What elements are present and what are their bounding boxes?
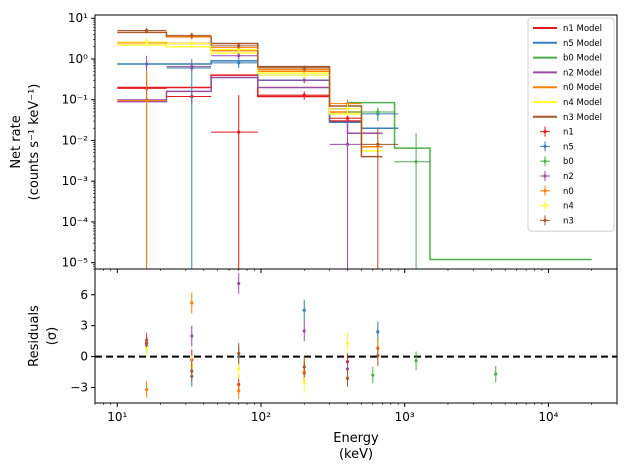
legend-label-n4: n4 <box>563 202 574 212</box>
x-tick-label-3: 10⁴ <box>538 410 558 424</box>
residuals-label-line-2: (σ) <box>45 327 60 345</box>
residuals-panel: −3 0 3 6 10¹ 10² 10³ 10⁴ <box>70 268 618 424</box>
residual-point-n3-1 <box>190 360 194 382</box>
residual-point-n0-0 <box>144 381 149 398</box>
residual-point-n3-3 <box>302 356 306 378</box>
x-tick-label-1: 10² <box>251 410 271 424</box>
y-tick-label-6: 10¹ <box>68 11 88 25</box>
y-tick-label-2: 10⁻³ <box>62 174 89 188</box>
legend-marker-dot-b0 <box>543 159 547 163</box>
data-point-n1-2 <box>211 95 258 269</box>
data-point-n2-2 <box>211 53 258 59</box>
data-point-b0-1 <box>394 133 431 269</box>
model-line-n0-model <box>117 42 383 148</box>
data-point-b0-0 <box>347 107 395 119</box>
legend-label-n4-model: n4 Model <box>563 98 602 108</box>
spectrum-plot-area <box>117 27 592 269</box>
x-axis-label-line-2: (keV) <box>339 447 373 462</box>
y-tick-label-4: 10⁻¹ <box>62 93 89 107</box>
residual-point-n2-1 <box>190 325 194 347</box>
data-point-n2-3 <box>257 77 330 84</box>
legend-label-n1: n1 <box>563 128 574 138</box>
res-y-tick-label-0: −3 <box>70 381 88 395</box>
y-axis-label-line-2: (counts s⁻¹ keV⁻¹) <box>27 84 42 201</box>
legend-label-n1-model: n1 Model <box>563 24 602 34</box>
residual-point-n0-2 <box>237 382 241 399</box>
legend: n1 Model n5 Model b0 Model n2 Model n0 Model… <box>527 17 615 232</box>
data-point-n3-2 <box>211 42 258 49</box>
data-point-n3-3 <box>257 65 330 72</box>
res-y-tick-label-3: 6 <box>80 288 88 302</box>
data-point-n5-1 <box>166 58 212 269</box>
data-point-n1-1 <box>166 91 212 104</box>
data-point-n2-0 <box>117 55 167 269</box>
residuals-frame <box>94 268 618 404</box>
residual-point-n0-1 <box>190 292 194 314</box>
res-y-tick-label-1: 0 <box>80 350 88 364</box>
data-point-n2-4 <box>329 121 362 269</box>
residual-point-n3-2 <box>237 343 241 364</box>
residual-point-b0-0 <box>371 366 375 384</box>
legend-label-n5-model: n5 Model <box>563 39 602 49</box>
legend-label-n3-model: n3 Model <box>563 113 602 123</box>
x-tick-label-0: 10¹ <box>107 410 127 424</box>
data-point-n5-2 <box>211 58 258 69</box>
data-point-n5-0 <box>117 60 167 69</box>
residual-point-b0-2 <box>494 365 498 383</box>
legend-marker-dot-n4 <box>543 204 547 208</box>
y-tick-label-0: 10⁻⁵ <box>62 256 89 270</box>
data-point-n2-1 <box>166 62 212 72</box>
data-point-n3-4 <box>361 128 399 269</box>
residual-point-b0-1 <box>414 351 418 371</box>
model-line-n3-model <box>117 31 383 158</box>
residual-point-n2-2 <box>237 273 241 294</box>
data-point-n4-0 <box>117 38 167 47</box>
data-point-n0-0 <box>117 71 167 269</box>
legend-label-n0-model: n0 Model <box>563 83 602 93</box>
legend-label-n2: n2 <box>563 172 574 182</box>
data-point-n1-0 <box>117 80 167 100</box>
residual-point-n5-3 <box>302 299 306 321</box>
data-point-n4-4 <box>329 103 362 116</box>
residual-point-n3-5 <box>376 345 380 366</box>
res-y-tick-label-2: 3 <box>80 319 88 333</box>
data-point-n4-3 <box>257 72 330 79</box>
y-tick-label-5: 10⁰ <box>68 52 88 66</box>
x-axis-label-line-1: Energy <box>333 431 379 446</box>
legend-marker-dot-n0 <box>543 189 547 193</box>
legend-box <box>527 17 615 232</box>
legend-label-b0-model: b0 Model <box>563 54 602 64</box>
legend-marker-dot-n2 <box>543 174 547 178</box>
residuals-plot-area <box>95 273 617 399</box>
data-point-n3-0 <box>117 27 167 34</box>
legend-marker-dot-n1 <box>543 130 547 134</box>
spectrum-panel: 10⁻⁵ 10⁻⁴ 10⁻³ 10⁻² 10⁻¹ 10⁰ 10¹ <box>62 11 618 273</box>
legend-label-n3: n3 <box>563 216 574 226</box>
data-point-n4-1 <box>166 40 212 47</box>
residual-point-n3-4 <box>345 370 350 387</box>
residual-point-n4-4 <box>345 332 350 354</box>
legend-marker-dot-n3 <box>543 218 547 222</box>
legend-label-b0: b0 <box>563 157 574 167</box>
legend-marker-dot-n5 <box>543 144 547 148</box>
legend-label-n5: n5 <box>563 142 574 152</box>
data-point-n3-1 <box>166 32 212 39</box>
residual-point-n2-3 <box>302 320 306 342</box>
y-tick-label-3: 10⁻² <box>62 133 89 147</box>
y-tick-label-1: 10⁻⁴ <box>62 215 89 229</box>
axis-labels: Net rate (counts s⁻¹ keV⁻¹) Residuals (σ) En… <box>9 84 379 462</box>
data-point-n5-4 <box>361 108 399 122</box>
legend-label-n2-model: n2 Model <box>563 68 602 78</box>
x-tick-label-2: 10³ <box>395 410 415 424</box>
residuals-label-line-1: Residuals <box>27 305 42 367</box>
y-axis-label-line-1: Net rate <box>9 115 24 168</box>
legend-label-n0: n0 <box>563 187 574 197</box>
data-point-n1-3 <box>257 91 330 100</box>
residual-point-n3-0 <box>144 332 149 348</box>
